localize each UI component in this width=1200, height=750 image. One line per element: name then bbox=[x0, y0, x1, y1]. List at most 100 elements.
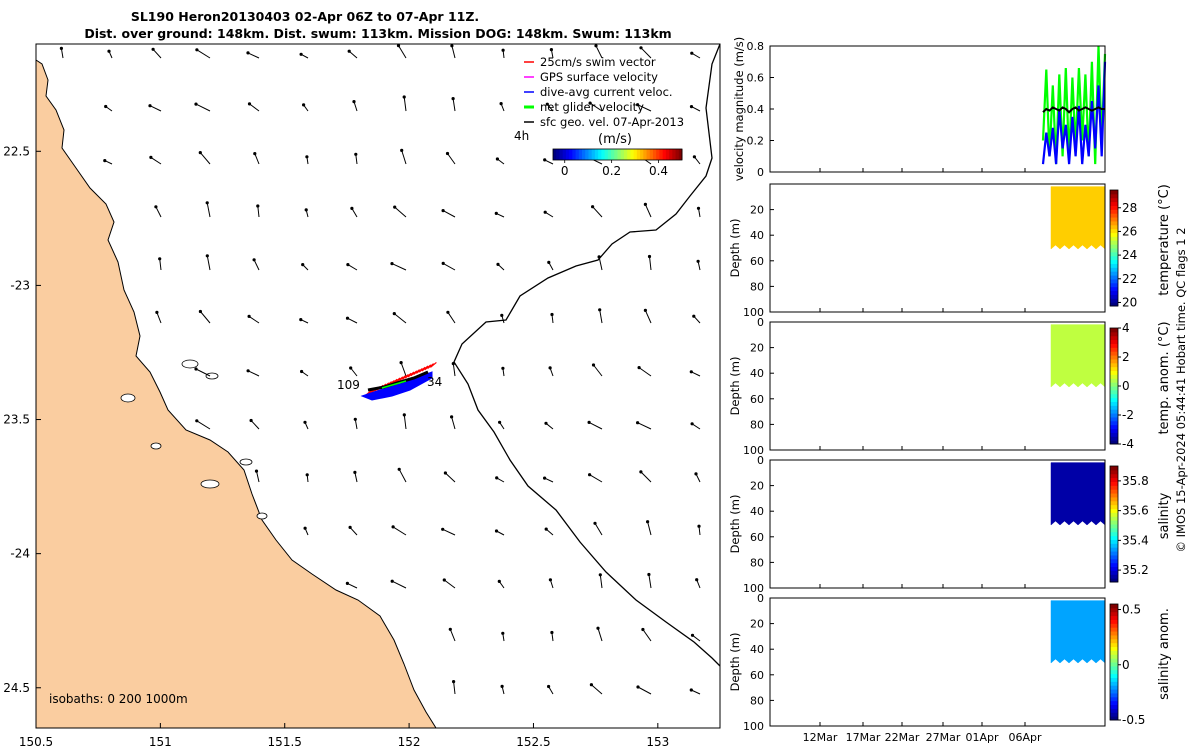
time-tick-label: 27Mar bbox=[926, 731, 961, 744]
glider-track bbox=[360, 361, 437, 401]
temperature-colorbar-segment bbox=[1110, 201, 1118, 206]
current-vector-head bbox=[689, 105, 694, 109]
temperature-y-tick-label: 100 bbox=[743, 306, 764, 319]
salinity-anomaly-colorbar-label: salinity anom. bbox=[1157, 608, 1172, 700]
salinity-colorbar-segment bbox=[1110, 531, 1118, 537]
current-vector-head bbox=[154, 205, 158, 209]
salinity-anomaly-colorbar-segment bbox=[1110, 619, 1118, 624]
current-vector-head bbox=[397, 467, 401, 471]
current-vector bbox=[155, 206, 162, 218]
velocity-y-tick-label: 0.2 bbox=[747, 135, 765, 148]
temp-anomaly-colorbar-segment bbox=[1110, 409, 1118, 414]
current-vector-head bbox=[254, 469, 259, 473]
current-vector bbox=[453, 681, 456, 695]
current-vector-head bbox=[597, 255, 601, 259]
current-vector bbox=[256, 470, 260, 483]
colorbar-segment bbox=[585, 149, 589, 160]
current-vector bbox=[149, 105, 162, 112]
temperature-colorbar-segment bbox=[1110, 205, 1118, 210]
land-mass bbox=[35, 59, 437, 729]
current-vector-head bbox=[643, 202, 648, 206]
temperature-y-tick-label: 60 bbox=[750, 255, 764, 268]
current-vector-head bbox=[256, 204, 260, 208]
temp-anomaly-colorbar-segment bbox=[1110, 393, 1118, 399]
title-line-1: SL190 Heron20130403 02-Apr 06Z to 07-Apr… bbox=[131, 9, 479, 24]
temperature-colorbar-segment bbox=[1110, 209, 1118, 214]
swim-vector bbox=[430, 361, 437, 368]
salinity-anomaly-colorbar-segment bbox=[1110, 669, 1118, 675]
salinity-anomaly-colorbar-segment bbox=[1110, 604, 1118, 609]
current-vector-head bbox=[543, 476, 547, 480]
current-vector-head bbox=[300, 369, 304, 374]
temperature-y-tick-label: 20 bbox=[750, 204, 764, 217]
current-vector-head bbox=[155, 310, 159, 314]
current-vector-head bbox=[544, 421, 548, 425]
temp-anomaly-y-tick-label: 0 bbox=[757, 316, 764, 329]
salinity-colorbar-segment bbox=[1110, 578, 1118, 583]
title-line-2: Dist. over ground: 148km. Dist. swum: 11… bbox=[84, 26, 671, 41]
current-vector-head bbox=[396, 44, 401, 48]
current-vector-head bbox=[495, 157, 499, 161]
salinity-colorbar-segment bbox=[1110, 493, 1118, 498]
current-vector-head bbox=[643, 308, 648, 312]
legend-entry: GPS surface velocity bbox=[540, 70, 658, 84]
temp-anomaly-colorbar-tick-label: 4 bbox=[1122, 321, 1130, 335]
temperature-colorbar-segment bbox=[1110, 190, 1118, 195]
temperature-colorbar-segment bbox=[1110, 213, 1118, 218]
salinity-anomaly-panel: 0 20 40 60 80 100 Depth (m) -0.5 0 0.5 salinity an… bbox=[728, 592, 1172, 733]
current-vector-head bbox=[195, 419, 199, 423]
current-vector-head bbox=[494, 211, 498, 215]
colorbar-segment bbox=[649, 149, 654, 160]
temp-anomaly-colorbar-segment bbox=[1110, 420, 1118, 426]
current-vector-head bbox=[637, 366, 641, 370]
temp-anomaly-colorbar-tick-label: -2 bbox=[1122, 408, 1134, 422]
current-vector-head bbox=[353, 417, 357, 421]
temp-anomaly-colorbar-segment bbox=[1110, 436, 1118, 441]
map-colorbar: 0 0.2 0.4 bbox=[552, 148, 683, 178]
colorbar-segment bbox=[578, 149, 583, 160]
temp-anomaly-panel: 0 20 40 60 80 100 Depth (m) -4 -2 0 2 4 temp. anom. … bbox=[728, 316, 1172, 457]
current-vector-head bbox=[402, 95, 406, 99]
current-vector bbox=[394, 206, 407, 218]
salinity-anomaly-colorbar-segment bbox=[1110, 646, 1118, 651]
current-vector bbox=[398, 45, 407, 59]
current-vector bbox=[401, 150, 407, 165]
time-tick-label: 06Apr bbox=[1008, 731, 1042, 744]
current-vector bbox=[452, 363, 456, 377]
salinity-colorbar-segment bbox=[1110, 554, 1118, 560]
current-vector-head bbox=[591, 363, 596, 367]
current-vector bbox=[60, 48, 64, 59]
current-vector-head bbox=[194, 367, 198, 371]
velocity-y-tick-label: 0 bbox=[757, 166, 764, 179]
colorbar-tick-label: 0 bbox=[561, 164, 569, 178]
current-vector bbox=[599, 309, 603, 324]
salinity-anomaly-colorbar-segment bbox=[1110, 716, 1118, 721]
current-vector-head bbox=[441, 527, 445, 531]
salinity-colorbar-segment bbox=[1110, 539, 1118, 544]
current-vector bbox=[253, 259, 260, 271]
temperature-colorbar-tick-label: 28 bbox=[1122, 201, 1137, 215]
salinity-anomaly-y-tick-label: 60 bbox=[750, 669, 764, 682]
current-vector-head bbox=[591, 205, 595, 209]
current-vector bbox=[257, 205, 260, 218]
current-vector-head bbox=[246, 51, 250, 55]
swim-vector bbox=[404, 372, 412, 379]
temp-anomaly-colorbar-segment bbox=[1110, 401, 1118, 406]
colorbar-segment bbox=[623, 149, 628, 160]
temperature-colorbar-segment bbox=[1110, 193, 1118, 199]
colorbar-segment bbox=[588, 149, 593, 160]
map-panel: 150.5 151 151.5 152 152.5 153 22.5-2323.5-242… bbox=[3, 43, 721, 749]
temp-anomaly-colorbar-tick-label: -4 bbox=[1122, 437, 1134, 451]
colorbar-segment bbox=[562, 149, 567, 160]
temperature-colorbar-tick-label: 24 bbox=[1122, 248, 1137, 262]
island-outline bbox=[181, 359, 199, 369]
current-vector bbox=[444, 579, 456, 589]
map-x-tick-label: 151.5 bbox=[268, 735, 302, 749]
temp-anomaly-colorbar-segment bbox=[1110, 432, 1118, 437]
current-vector-head bbox=[494, 529, 499, 533]
colorbar-segment bbox=[659, 149, 664, 160]
island-outline bbox=[150, 442, 162, 450]
temperature-colorbar-segment bbox=[1110, 298, 1118, 303]
salinity-anomaly-background bbox=[770, 598, 1105, 726]
temp-anomaly-ylabel: Depth (m) bbox=[728, 357, 742, 416]
